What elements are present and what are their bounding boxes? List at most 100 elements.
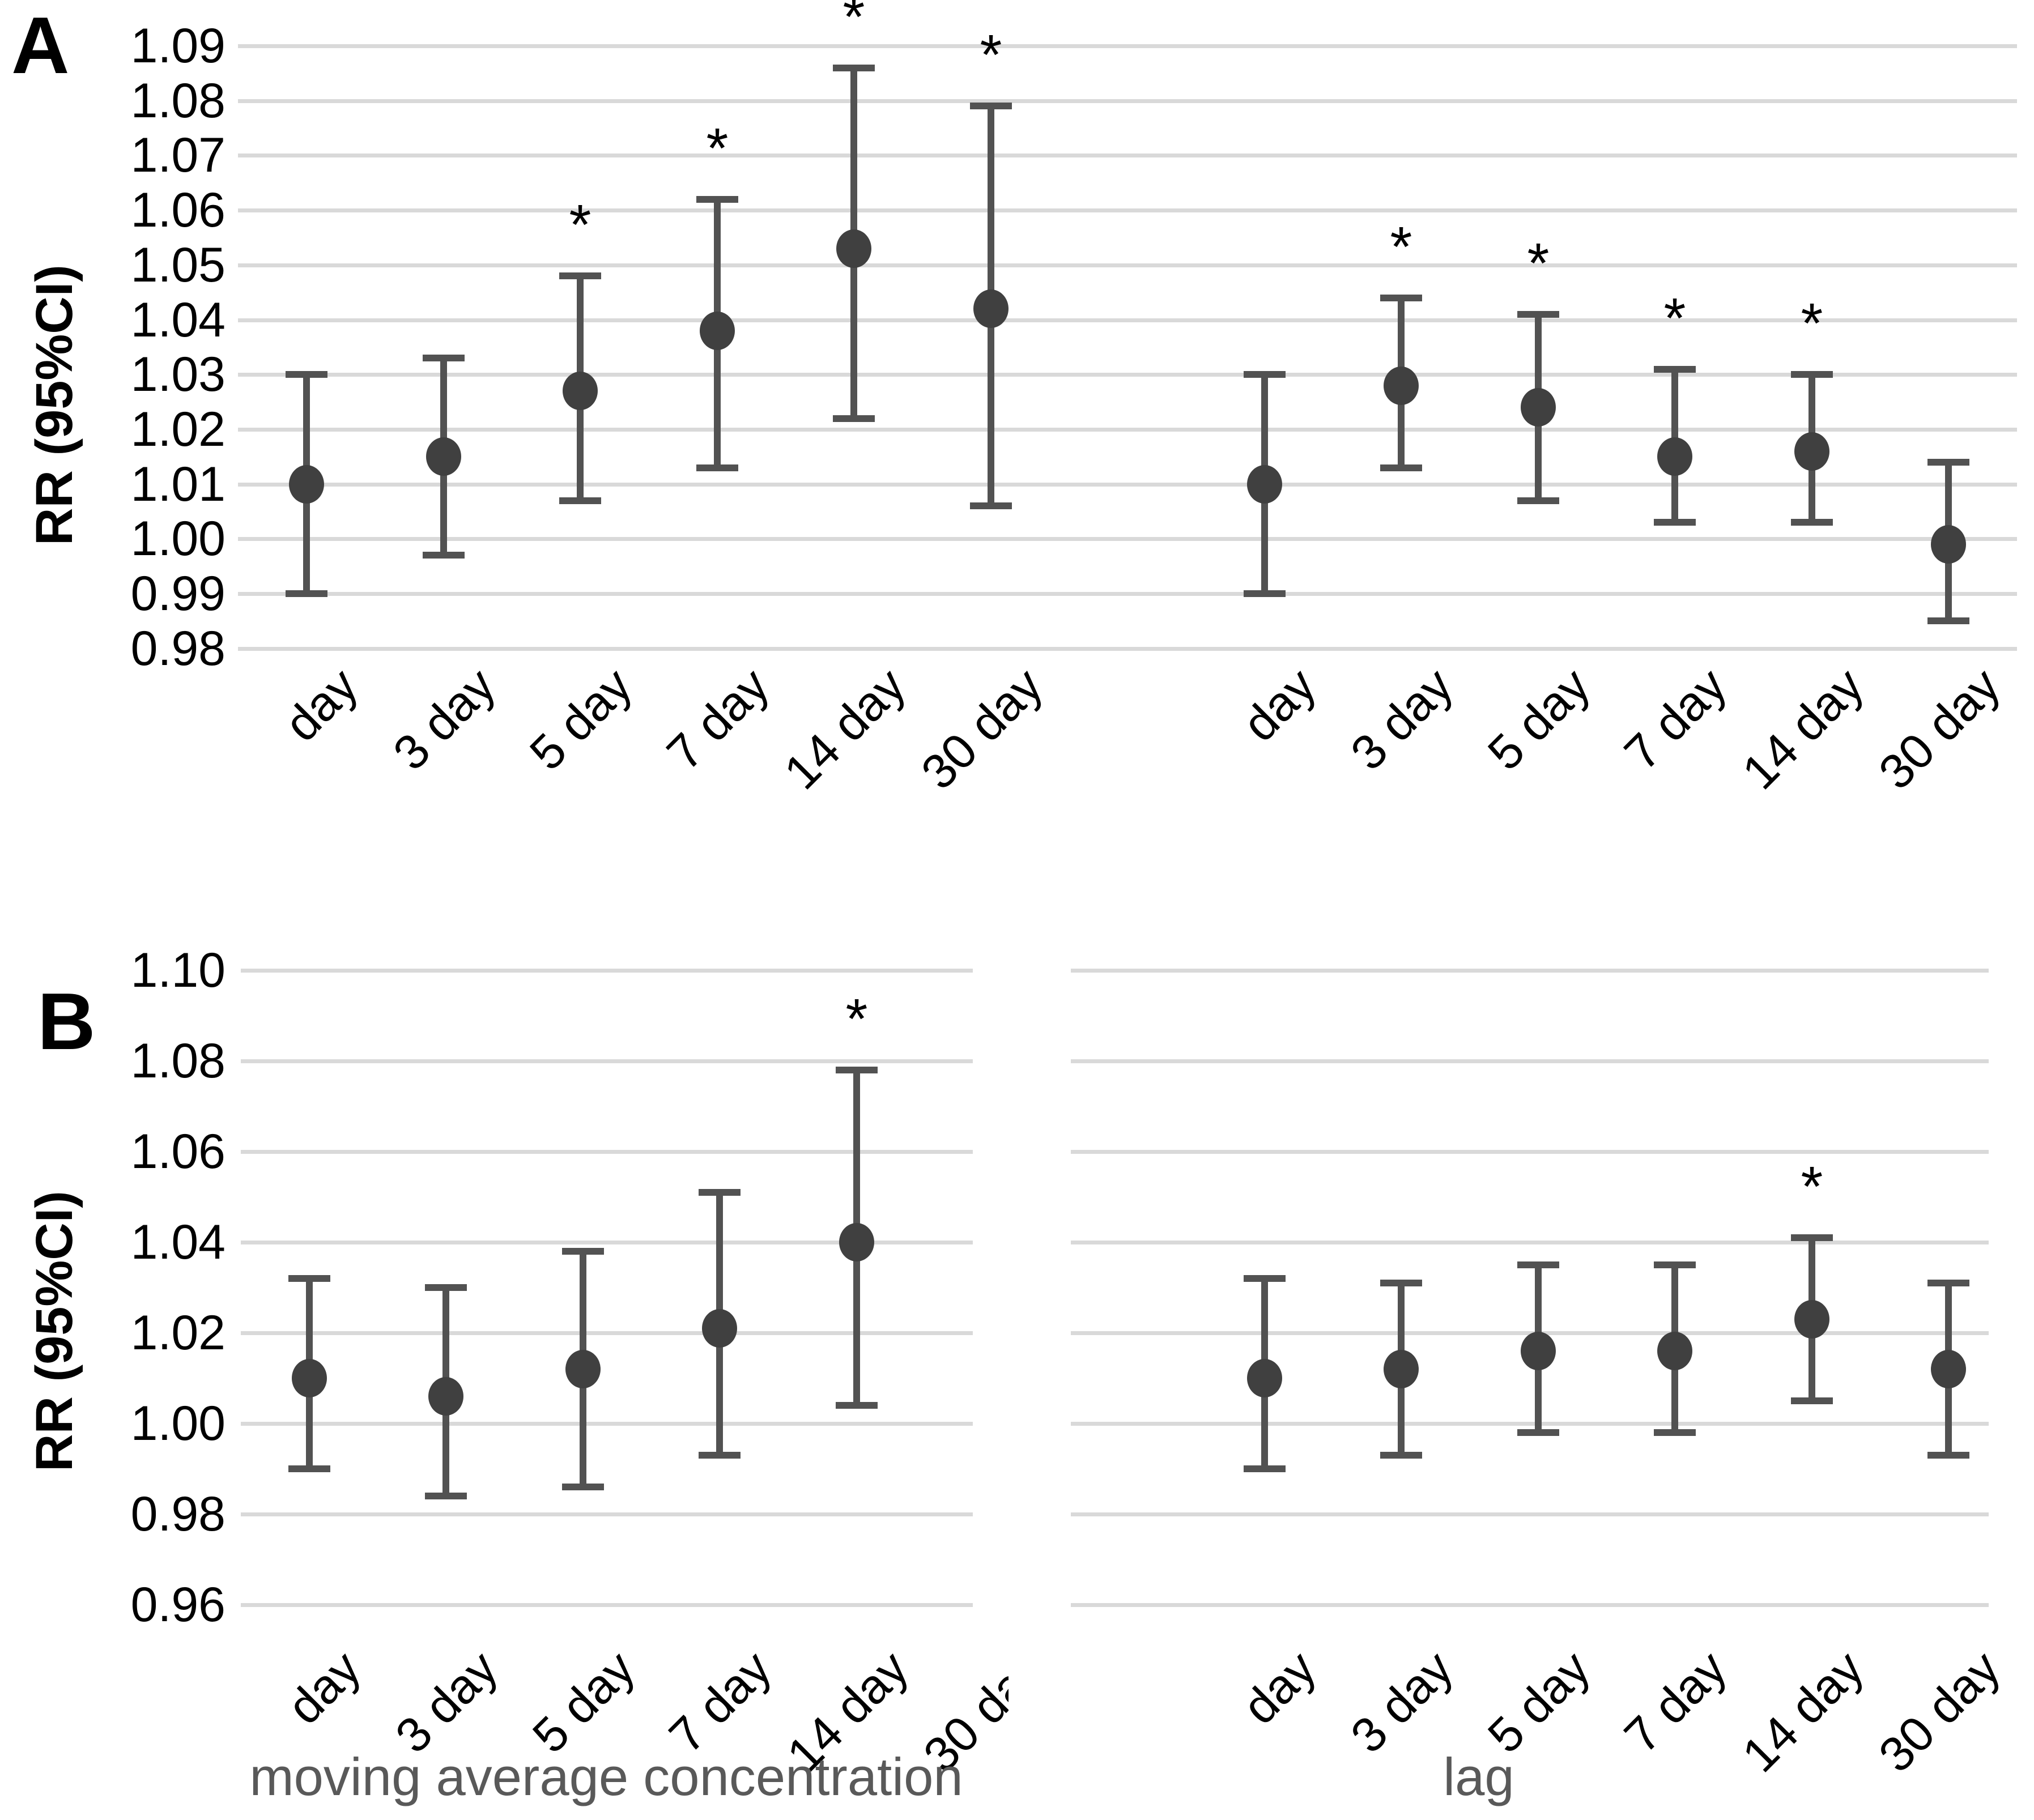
error-bar-cap-bottom	[1791, 519, 1833, 526]
error-bar-cap-top	[562, 1248, 604, 1255]
x-tick-label: 5 day	[1477, 1640, 1601, 1764]
error-bar-cap-top	[699, 1189, 741, 1196]
gridline	[238, 99, 2017, 103]
panel-label-A: A	[11, 1, 70, 91]
data-point-dot	[1931, 1350, 1966, 1388]
error-bar-cap-bottom	[1244, 590, 1286, 597]
error-bar-cap-top	[425, 1284, 467, 1291]
data-point-dot	[1657, 437, 1692, 476]
x-tick-label: 30 day	[1868, 1640, 2011, 1783]
x-tick-label: 3 day	[1340, 1640, 1463, 1764]
error-bar-cap-bottom	[1380, 1452, 1422, 1459]
gridline	[238, 373, 2017, 377]
error-bar-cap-top	[833, 64, 875, 71]
error-bar-cap-top	[288, 1275, 330, 1282]
data-point-dot	[836, 229, 871, 268]
error-bar-cap-bottom	[562, 1484, 604, 1490]
y-tick-label: 1.08	[130, 1034, 225, 1088]
y-tick-label: 1.09	[130, 19, 225, 73]
data-point-dot	[1657, 1332, 1692, 1370]
significance-asterisk: *	[980, 23, 1002, 87]
data-point-dot	[1521, 1332, 1556, 1370]
y-tick-label: 1.04	[130, 1215, 225, 1269]
y-tick-label: 1.06	[130, 183, 225, 238]
gridline	[241, 1512, 973, 1516]
error-bar-cap-bottom	[423, 552, 465, 559]
data-point-dot	[1247, 1359, 1282, 1397]
error-bar-cap-top	[423, 355, 465, 362]
significance-asterisk: *	[569, 193, 592, 257]
error-bar-cap-bottom	[833, 415, 875, 422]
error-bar-cap-top	[286, 371, 327, 378]
y-tick-label: 1.04	[130, 292, 225, 347]
gridline	[241, 1331, 973, 1335]
y-tick-label: 1.07	[130, 128, 225, 183]
y-tick-label: 1.03	[130, 347, 225, 402]
y-tick-label: 1.00	[130, 1396, 225, 1451]
significance-asterisk: *	[1801, 292, 1823, 356]
y-tick-label: 1.05	[130, 237, 225, 292]
y-tick-label: 1.00	[130, 512, 225, 566]
error-bar-cap-bottom	[288, 1465, 330, 1472]
gridline	[1071, 1331, 1989, 1335]
significance-asterisk: *	[706, 116, 729, 180]
x-tick-label: 7 day	[1614, 1640, 1737, 1764]
gridline	[1071, 1512, 1989, 1516]
significance-asterisk: *	[1390, 215, 1412, 279]
error-bar-cap-top	[1927, 458, 1969, 466]
error-bar-cap-bottom	[1654, 519, 1696, 526]
error-bar-cap-bottom	[699, 1452, 741, 1459]
error-bar-cap-bottom	[696, 464, 738, 471]
error-bar-cap-bottom	[1380, 464, 1422, 471]
x-axis-title-moving-average: moving average concentration	[249, 1747, 963, 1806]
gridline	[241, 969, 973, 973]
gridline	[238, 537, 2017, 542]
gridline	[238, 646, 2017, 651]
error-bar-cap-bottom	[1791, 1397, 1833, 1404]
gridline	[1071, 969, 1989, 973]
data-point-dot	[973, 289, 1009, 329]
error-bar-cap-bottom	[1927, 1452, 1969, 1459]
data-point-dot	[565, 1350, 601, 1388]
y-tick-label: 1.08	[130, 73, 225, 128]
error-bar-cap-top	[836, 1067, 878, 1073]
data-point-dot	[1384, 366, 1419, 405]
gridline	[238, 208, 2017, 213]
error-bar-cap-top	[1244, 1275, 1286, 1282]
error-bar-cap-bottom	[559, 497, 601, 504]
error-bar-cap-bottom	[970, 502, 1012, 510]
y-tick-label: 0.98	[130, 1487, 225, 1541]
gridline	[238, 44, 2017, 48]
data-point-dot	[1247, 464, 1282, 504]
data-point-dot	[702, 1309, 737, 1348]
data-point-dot	[700, 311, 735, 350]
gridline	[238, 263, 2017, 267]
y-tick-label: 1.01	[130, 457, 225, 512]
error-bar-cap-bottom	[1654, 1429, 1696, 1436]
data-point-dot	[289, 464, 324, 504]
significance-asterisk: *	[845, 987, 868, 1051]
y-tick-label: 1.06	[130, 1124, 225, 1179]
gridline	[241, 1241, 973, 1244]
y-tick-label: 1.10	[130, 943, 225, 998]
y-tick-label: 1.02	[130, 402, 225, 457]
significance-asterisk: *	[1527, 231, 1550, 295]
data-point-dot	[292, 1359, 327, 1397]
gridline	[238, 592, 2017, 596]
data-point-dot	[428, 1377, 463, 1416]
error-bar-cap-bottom	[836, 1402, 878, 1409]
error-bar-cap-top	[696, 195, 738, 203]
data-point-dot	[1931, 525, 1966, 564]
gridline	[241, 1603, 973, 1607]
gridline	[1071, 1422, 1989, 1426]
gridline	[238, 154, 2017, 158]
x-tick-label: 14 day	[1731, 1640, 1874, 1783]
significance-asterisk: *	[1801, 1155, 1823, 1218]
y-tick-label: 0.99	[130, 566, 225, 621]
significance-asterisk: *	[842, 0, 865, 49]
y-tick-label: 1.02	[130, 1306, 225, 1360]
error-bar-cap-bottom	[286, 590, 327, 597]
y-tick-label: 0.98	[130, 621, 225, 676]
error-bar-cap-bottom	[425, 1493, 467, 1499]
